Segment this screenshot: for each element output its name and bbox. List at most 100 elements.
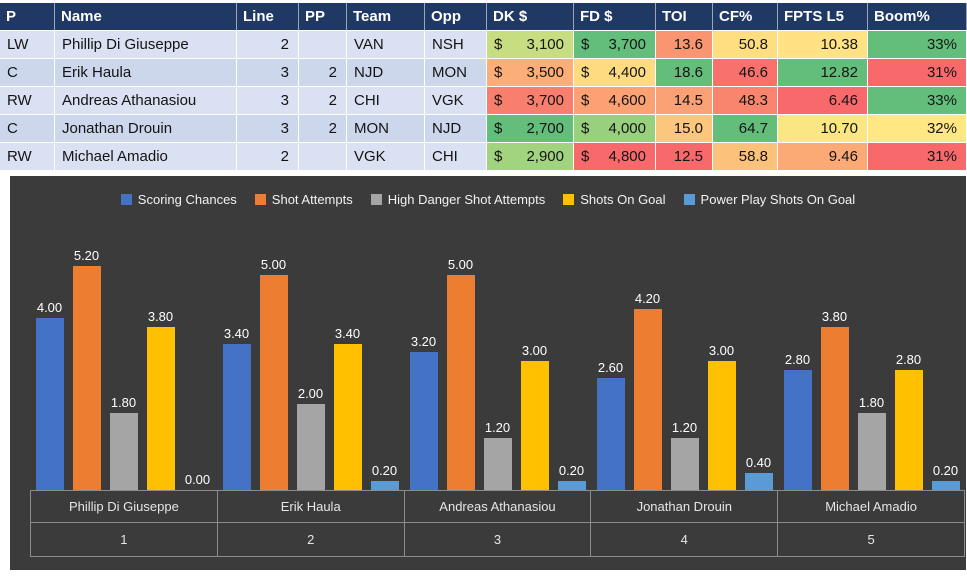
cell-cf[interactable]: 48.3 xyxy=(713,87,778,115)
cell-line[interactable]: 3 xyxy=(237,59,299,87)
bar-value-label: 4.20 xyxy=(634,291,661,306)
cell-boom[interactable]: 31% xyxy=(868,143,967,171)
legend-item-shot-attempts[interactable]: Shot Attempts xyxy=(254,191,353,207)
legend-item-power-play-shots-on-goal[interactable]: Power Play Shots On Goal xyxy=(683,192,855,207)
cell-value: 3,700 xyxy=(526,92,564,109)
bar-rect xyxy=(857,413,886,490)
cell-cf[interactable]: 46.6 xyxy=(713,59,778,87)
cell-line[interactable]: 3 xyxy=(237,87,299,115)
column-header-boom[interactable]: Boom% xyxy=(868,3,967,31)
bar-value-label: 1.20 xyxy=(671,420,698,435)
column-header-toi[interactable]: TOI xyxy=(656,3,713,31)
column-header-pos[interactable]: P xyxy=(0,3,55,31)
cell-team[interactable]: VAN xyxy=(347,31,425,59)
cell-toi[interactable]: 15.0 xyxy=(656,115,713,143)
cell-toi[interactable]: 14.5 xyxy=(656,87,713,115)
cell-team[interactable]: MON xyxy=(347,115,425,143)
cell-fd[interactable]: $4,800 xyxy=(574,143,656,171)
cell-pp[interactable] xyxy=(299,31,347,59)
cell-toi[interactable]: 12.5 xyxy=(656,143,713,171)
bar-shot-attempts: 5.00 xyxy=(446,257,475,490)
cell-name[interactable]: Jonathan Drouin xyxy=(55,115,237,143)
cell-opp[interactable]: MON xyxy=(425,59,487,87)
bar-power-play-shots-on-goal: 0.00 xyxy=(184,472,212,490)
bar-value-label: 3.80 xyxy=(821,309,848,324)
cell-pp[interactable]: 2 xyxy=(299,87,347,115)
cell-fd[interactable]: $3,700 xyxy=(574,31,656,59)
cell-opp[interactable]: CHI xyxy=(425,143,487,171)
cell-fd[interactable]: $4,000 xyxy=(574,115,656,143)
cell-boom[interactable]: 31% xyxy=(868,59,967,87)
bar-value-label: 3.40 xyxy=(334,326,361,341)
cell-opp[interactable]: VGK xyxy=(425,87,487,115)
cell-name[interactable]: Erik Haula xyxy=(55,59,237,87)
bar-group: 3.20 5.00 1.20 3.00 0.20 xyxy=(404,257,591,490)
legend-item-scoring-chances[interactable]: Scoring Chances xyxy=(120,192,237,207)
cell-fpts[interactable]: 10.70 xyxy=(778,115,868,143)
cell-line[interactable]: 3 xyxy=(237,115,299,143)
cell-fpts[interactable]: 12.82 xyxy=(778,59,868,87)
legend-item-high-danger-shot-attempts[interactable]: High Danger Shot Attempts xyxy=(370,192,545,207)
legend-item-shots-on-goal[interactable]: Shots On Goal xyxy=(563,192,666,207)
cell-line[interactable]: 2 xyxy=(237,143,299,171)
bar-rect xyxy=(596,378,625,490)
bar-value-label: 3.20 xyxy=(410,334,437,349)
cell-opp[interactable]: NSH xyxy=(425,31,487,59)
dollar-sign: $ xyxy=(494,148,503,165)
cell-toi[interactable]: 18.6 xyxy=(656,59,713,87)
cell-name[interactable]: Phillip Di Giuseppe xyxy=(55,31,237,59)
cell-cf[interactable]: 64.7 xyxy=(713,115,778,143)
cell-pos[interactable]: RW xyxy=(0,87,55,115)
column-header-team[interactable]: Team xyxy=(347,3,425,31)
column-header-fd[interactable]: FD $ xyxy=(574,3,656,31)
column-header-pp[interactable]: PP xyxy=(299,3,347,31)
cell-boom[interactable]: 33% xyxy=(868,87,967,115)
cell-pp[interactable]: 2 xyxy=(299,115,347,143)
cell-line[interactable]: 2 xyxy=(237,31,299,59)
column-header-dk[interactable]: DK $ xyxy=(487,3,574,31)
cell-team[interactable]: VGK xyxy=(347,143,425,171)
column-header-name[interactable]: Name xyxy=(55,3,237,31)
bar-value-label: 3.80 xyxy=(147,309,174,324)
bar-high-danger-shot-attempts: 1.20 xyxy=(483,420,512,490)
cell-pp[interactable] xyxy=(299,143,347,171)
cell-pos[interactable]: RW xyxy=(0,143,55,171)
cell-name[interactable]: Michael Amadio xyxy=(55,143,237,171)
legend-label: Shot Attempts xyxy=(271,191,353,207)
cell-dk[interactable]: $3,700 xyxy=(487,87,574,115)
column-header-cf[interactable]: CF% xyxy=(713,3,778,31)
cell-cf[interactable]: 58.8 xyxy=(713,143,778,171)
axis-category-number: 1 xyxy=(30,523,218,556)
cell-team[interactable]: CHI xyxy=(347,87,425,115)
cell-fpts[interactable]: 10.38 xyxy=(778,31,868,59)
cell-toi[interactable]: 13.6 xyxy=(656,31,713,59)
cell-fpts[interactable]: 6.46 xyxy=(778,87,868,115)
cell-fd[interactable]: $4,600 xyxy=(574,87,656,115)
table-row: C Jonathan Drouin 3 2 MON NJD $2,700 $4,000 15.0… xyxy=(0,115,967,143)
column-header-line[interactable]: Line xyxy=(237,3,299,31)
column-header-fpts[interactable]: FPTS L5 xyxy=(778,3,868,31)
bar-value-label: 4.00 xyxy=(36,300,63,315)
cell-boom[interactable]: 33% xyxy=(868,31,967,59)
bar-shot-attempts: 5.20 xyxy=(72,248,101,490)
cell-value: 3,100 xyxy=(526,36,564,53)
bar-value-label: 5.00 xyxy=(447,257,474,272)
column-header-opp[interactable]: Opp xyxy=(425,3,487,31)
cell-boom[interactable]: 32% xyxy=(868,115,967,143)
cell-cf[interactable]: 50.8 xyxy=(713,31,778,59)
bar-rect xyxy=(146,327,175,490)
cell-dk[interactable]: $3,500 xyxy=(487,59,574,87)
cell-fd[interactable]: $4,400 xyxy=(574,59,656,87)
cell-team[interactable]: NJD xyxy=(347,59,425,87)
cell-pos[interactable]: C xyxy=(0,59,55,87)
cell-pp[interactable]: 2 xyxy=(299,59,347,87)
cell-dk[interactable]: $2,700 xyxy=(487,115,574,143)
cell-dk[interactable]: $2,900 xyxy=(487,143,574,171)
cell-pos[interactable]: C xyxy=(0,115,55,143)
cell-fpts[interactable]: 9.46 xyxy=(778,143,868,171)
cell-pos[interactable]: LW xyxy=(0,31,55,59)
cell-value: 3,700 xyxy=(608,36,646,53)
cell-name[interactable]: Andreas Athanasiou xyxy=(55,87,237,115)
cell-dk[interactable]: $3,100 xyxy=(487,31,574,59)
cell-opp[interactable]: NJD xyxy=(425,115,487,143)
